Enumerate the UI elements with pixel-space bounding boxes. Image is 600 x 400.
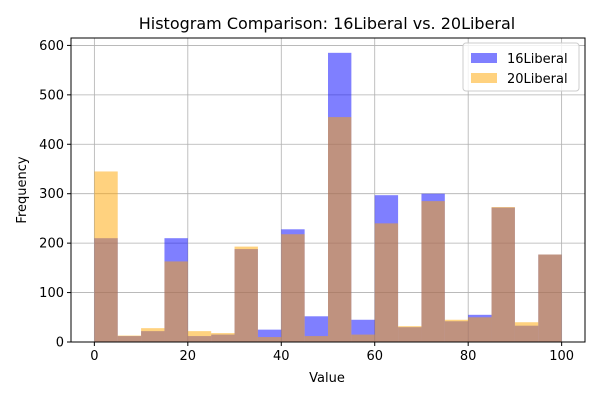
x-tick-label: 100 [549,349,574,364]
legend-label: 16Liberal [507,52,568,67]
x-tick-label: 0 [90,349,98,364]
bar-20liberal [538,254,562,342]
legend-label: 20Liberal [507,72,568,87]
bar-20liberal [444,319,469,342]
chart-title: Histogram Comparison: 16Liberal vs. 20Li… [139,14,516,33]
x-tick-label: 60 [366,349,383,364]
y-axis-label: Frequency [15,156,30,223]
bars [94,52,562,342]
bar-20liberal [468,317,492,342]
bar-20liberal [281,234,305,342]
legend-swatch [471,53,497,63]
bar-16liberal [304,316,328,342]
bar-20liberal [164,261,188,342]
legend: 16Liberal 20Liberal [462,42,580,92]
y-tick-label: 100 [39,286,64,301]
bar-20liberal [117,335,142,342]
y-tick-label: 600 [39,39,64,54]
x-tick-label: 40 [273,349,290,364]
bar-20liberal [257,337,282,342]
x-axis-label: Value [309,371,345,386]
bar-20liberal [421,201,445,342]
legend-swatch [471,73,497,83]
y-tick-label: 300 [39,187,64,202]
bar-20liberal [398,326,422,342]
bar-20liberal [234,246,258,342]
y-tick-label: 200 [39,237,64,252]
bar-20liberal [304,336,328,342]
plot-frame [70,37,586,343]
bar-20liberal [141,328,165,342]
bar-20liberal [514,322,539,342]
bar-20liberal [328,117,352,342]
y-tick-label: 0 [56,336,64,351]
y-tick-label: 400 [39,138,64,153]
y-tick-label: 500 [39,88,64,103]
bar-20liberal [211,333,235,342]
x-tick-label: 20 [180,349,197,364]
bar-20liberal [187,331,212,342]
x-tick-label: 80 [460,349,477,364]
bar-20liberal [374,223,399,342]
bar-20liberal [94,171,118,342]
axis-ticks: 0 20 40 60 80 100 0 100 200 300 400 500 600 [39,39,574,364]
bar-20liberal [491,207,515,342]
bar-20liberal [351,334,375,342]
